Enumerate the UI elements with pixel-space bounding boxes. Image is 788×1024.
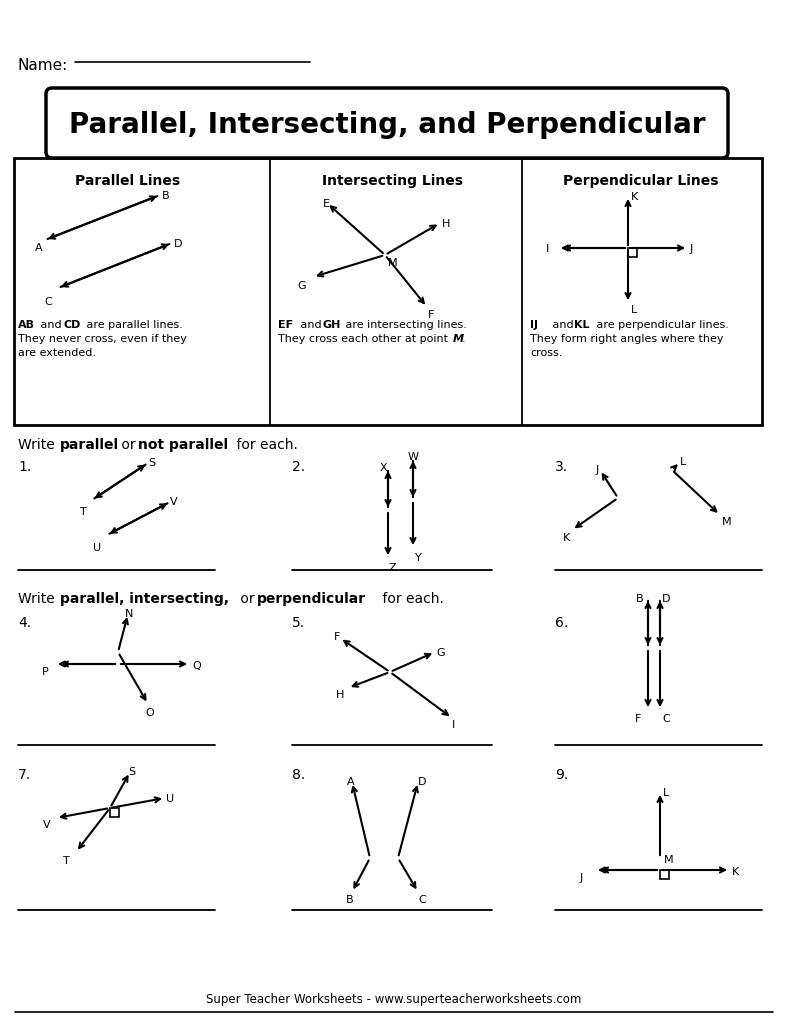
Text: T: T	[63, 856, 70, 866]
Text: J: J	[690, 244, 693, 254]
Text: C: C	[44, 297, 52, 307]
Text: I: I	[452, 720, 455, 730]
Text: E: E	[323, 199, 330, 209]
Bar	[628, 248, 637, 257]
Text: or: or	[236, 592, 259, 606]
Text: Parallel Lines: Parallel Lines	[75, 174, 180, 188]
Text: are intersecting lines.: are intersecting lines.	[342, 319, 466, 330]
Text: Z: Z	[389, 563, 396, 573]
Text: M: M	[664, 855, 674, 865]
Text: M: M	[722, 517, 731, 527]
Bar	[660, 870, 669, 879]
Text: perpendicular: perpendicular	[257, 592, 366, 606]
Text: not parallel: not parallel	[138, 438, 228, 452]
Text: They cross each other at point: They cross each other at point	[278, 334, 452, 344]
Text: J: J	[596, 465, 599, 475]
Text: P: P	[42, 667, 49, 677]
Text: L: L	[663, 788, 669, 798]
Text: U: U	[166, 794, 174, 804]
Text: and: and	[549, 319, 577, 330]
Text: AB: AB	[18, 319, 35, 330]
Text: S: S	[128, 767, 135, 777]
Text: C: C	[662, 714, 670, 724]
Text: and: and	[297, 319, 325, 330]
Text: parallel: parallel	[60, 438, 119, 452]
Text: 7.: 7.	[18, 768, 31, 782]
Text: Name:: Name:	[18, 58, 69, 73]
Text: S: S	[148, 458, 155, 468]
Text: Q: Q	[192, 662, 201, 671]
Text: EF: EF	[278, 319, 293, 330]
Text: for each.: for each.	[232, 438, 298, 452]
Text: J: J	[580, 873, 583, 883]
Bar	[110, 808, 119, 817]
Text: They form right angles where they: They form right angles where they	[530, 334, 723, 344]
Text: are perpendicular lines.: are perpendicular lines.	[593, 319, 729, 330]
Text: .: .	[462, 334, 466, 344]
Text: M: M	[388, 258, 398, 268]
Text: G: G	[297, 281, 306, 291]
Text: D: D	[174, 239, 183, 249]
Text: M: M	[453, 334, 464, 344]
Text: 2.: 2.	[292, 460, 305, 474]
Text: Write: Write	[18, 438, 59, 452]
Text: C: C	[418, 895, 426, 905]
Text: KL: KL	[574, 319, 589, 330]
Text: Y: Y	[415, 553, 422, 563]
Text: B: B	[636, 594, 644, 604]
Text: B: B	[162, 191, 169, 201]
Text: They never cross, even if they: They never cross, even if they	[18, 334, 187, 344]
Text: V: V	[43, 820, 50, 830]
Text: 4.: 4.	[18, 616, 31, 630]
Text: A: A	[347, 777, 355, 787]
FancyBboxPatch shape	[46, 88, 728, 158]
Text: L: L	[631, 305, 637, 315]
Text: cross.: cross.	[530, 348, 563, 358]
Text: V: V	[170, 497, 177, 507]
Text: K: K	[732, 867, 739, 877]
Text: are parallel lines.: are parallel lines.	[83, 319, 183, 330]
Text: F: F	[635, 714, 641, 724]
Text: CD: CD	[64, 319, 81, 330]
Text: D: D	[418, 777, 426, 787]
Text: N: N	[125, 609, 133, 618]
Text: K: K	[563, 534, 571, 543]
Text: 6.: 6.	[555, 616, 568, 630]
Text: X: X	[380, 463, 388, 473]
Text: 8.: 8.	[292, 768, 305, 782]
Text: K: K	[631, 193, 638, 202]
Text: 1.: 1.	[18, 460, 32, 474]
Text: 3.: 3.	[555, 460, 568, 474]
Text: for each.: for each.	[378, 592, 444, 606]
Text: F: F	[334, 632, 340, 642]
Text: D: D	[662, 594, 671, 604]
Text: L: L	[680, 457, 686, 467]
Text: H: H	[442, 219, 451, 229]
Text: A: A	[35, 243, 43, 253]
Text: Perpendicular Lines: Perpendicular Lines	[563, 174, 719, 188]
Text: T: T	[80, 507, 87, 517]
Text: B: B	[346, 895, 354, 905]
Text: Super Teacher Worksheets - www.superteacherworksheets.com: Super Teacher Worksheets - www.superteac…	[206, 993, 582, 1007]
Text: F: F	[428, 310, 434, 319]
Text: W: W	[408, 452, 419, 462]
Text: U: U	[93, 543, 101, 553]
Text: O: O	[145, 708, 154, 718]
Bar	[14, 158, 762, 425]
Text: 5.: 5.	[292, 616, 305, 630]
Text: Write: Write	[18, 592, 59, 606]
Text: Parallel, Intersecting, and Perpendicular: Parallel, Intersecting, and Perpendicula…	[69, 111, 705, 139]
Text: and: and	[37, 319, 65, 330]
Text: are extended.: are extended.	[18, 348, 96, 358]
Text: or: or	[117, 438, 140, 452]
Text: parallel, intersecting,: parallel, intersecting,	[60, 592, 229, 606]
Text: IJ: IJ	[530, 319, 538, 330]
Text: Intersecting Lines: Intersecting Lines	[322, 174, 463, 188]
Text: 9.: 9.	[555, 768, 568, 782]
Text: GH: GH	[323, 319, 341, 330]
Text: H: H	[336, 690, 344, 700]
Text: I: I	[546, 244, 549, 254]
Text: G: G	[436, 648, 444, 658]
